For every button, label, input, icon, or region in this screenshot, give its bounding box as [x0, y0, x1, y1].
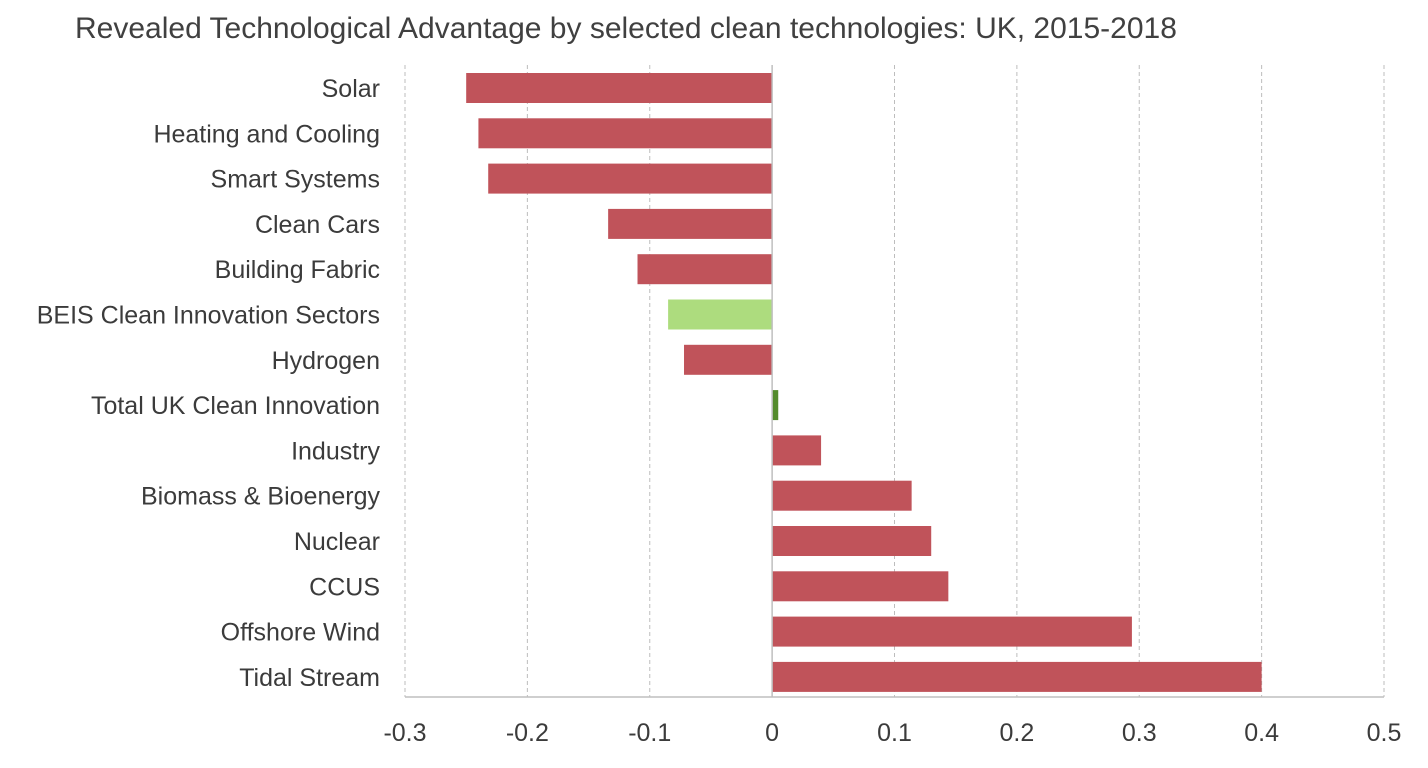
bar-0	[466, 73, 773, 103]
bar-4	[637, 254, 773, 285]
category-label-13: Tidal Stream	[239, 664, 380, 692]
category-label-7: Total UK Clean Innovation	[91, 392, 380, 420]
category-label-9: Biomass & Bioenergy	[141, 483, 381, 511]
x-tick-labels: -0.3 -0.2 -0.1 0 0.1 0.2 0.3 0.4 0.5	[383, 719, 1401, 747]
gridlines	[404, 65, 1385, 697]
bar-6	[684, 344, 773, 375]
category-label-10: Nuclear	[294, 528, 380, 556]
x-tick-label-8: 0.5	[1367, 719, 1402, 747]
axes	[405, 65, 1384, 698]
x-tick-label-3: 0	[765, 719, 779, 747]
category-label-12: Offshore Wind	[221, 619, 380, 647]
x-tick-label-6: 0.3	[1122, 719, 1157, 747]
bar-10	[772, 526, 932, 556]
bars	[466, 73, 1262, 692]
category-label-1: Heating and Cooling	[153, 120, 380, 148]
x-tick-label-5: 0.2	[999, 719, 1034, 747]
chart-title: Revealed Technological Advantage by sele…	[75, 12, 1177, 45]
category-label-3: Clean Cars	[255, 211, 380, 239]
category-label-4: Building Fabric	[215, 256, 380, 284]
bar-9	[772, 480, 912, 511]
category-label-8: Industry	[291, 437, 380, 465]
x-tick-label-0: -0.3	[383, 719, 426, 747]
bar-1	[478, 118, 773, 149]
bar-2	[488, 163, 773, 194]
category-label-11: CCUS	[309, 573, 380, 601]
category-label-6: Hydrogen	[272, 347, 380, 375]
bar-7	[772, 390, 779, 421]
bar-13	[772, 661, 1262, 692]
bar-11	[772, 571, 949, 602]
category-label-2: Smart Systems	[211, 166, 380, 194]
category-label-5: BEIS Clean Innovation Sectors	[37, 302, 380, 330]
bar-12	[772, 616, 1132, 647]
bar-3	[608, 208, 773, 239]
bar-8	[772, 435, 822, 466]
x-tick-label-1: -0.2	[506, 719, 549, 747]
x-tick-label-7: 0.4	[1244, 719, 1279, 747]
bar-5	[668, 299, 773, 330]
x-tick-label-2: -0.1	[628, 719, 671, 747]
x-tick-label-4: 0.1	[877, 719, 912, 747]
category-label-0: Solar	[322, 75, 380, 103]
category-labels: Solar Heating and Cooling Smart Systems Cle…	[37, 75, 381, 692]
